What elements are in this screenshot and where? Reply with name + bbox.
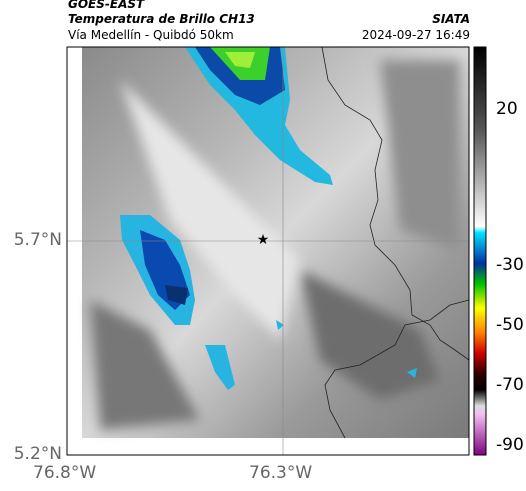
lon-label: 76.3°W — [249, 463, 313, 483]
colorbar — [473, 46, 487, 456]
agency: SIATA — [432, 12, 470, 26]
lat-label: 5.7°N — [13, 230, 62, 250]
cold-clouds — [120, 47, 417, 390]
cloud-texture — [90, 60, 460, 430]
lat-label: 5.2°N — [13, 444, 62, 464]
colorbar-tick: -90 — [496, 435, 524, 455]
location-star: ★ — [257, 232, 270, 248]
source: GOES-EAST — [68, 0, 145, 11]
map-frame — [66, 46, 470, 456]
colorbar-tick: -30 — [496, 255, 524, 275]
datetime: 2024-09-27 16:49 — [361, 28, 470, 42]
lon-label: 76.8°W — [33, 463, 97, 483]
subtitle: Vía Medellín - Quibdó 50km — [68, 28, 234, 42]
colorbar-tick: -70 — [496, 375, 524, 395]
colorbar-tick: -50 — [496, 315, 524, 335]
colorbar-tick: 20 — [496, 99, 518, 119]
borders — [321, 46, 470, 439]
title: Temperatura de Brillo CH13 — [68, 12, 255, 26]
